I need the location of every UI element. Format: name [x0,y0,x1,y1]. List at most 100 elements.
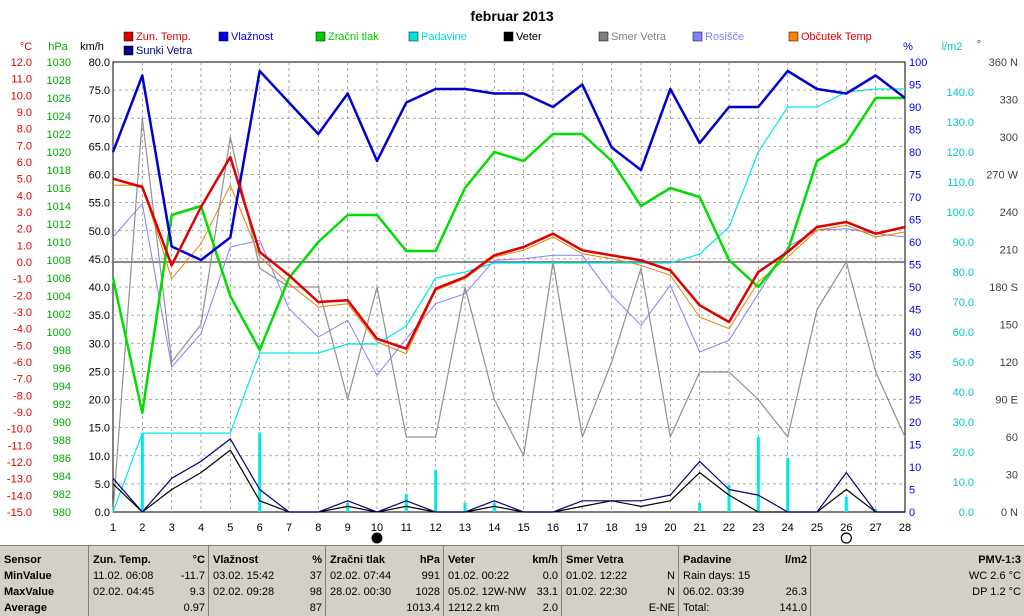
x-tick-label: 17 [576,522,588,534]
humidity-tick-label: 85 [909,125,921,137]
wind-tick-label: 50.0 [89,226,110,238]
pressure-tick-label: 986 [53,453,71,465]
x-tick-label: 3 [169,522,175,534]
stats-cell: DP 1.2 °C [815,586,1021,600]
legend-swatch [123,31,134,42]
humidity-tick-label: 60 [909,237,921,249]
humidity-tick-label: 95 [909,80,921,92]
wind-tick-label: 40.0 [89,282,110,294]
x-tick-label: 25 [811,522,823,534]
stats-cell-value: 98 [309,586,322,598]
temp-tick-label: 9.0 [17,107,32,119]
stats-row-labels: Sensor MinValue MaxValue Average [0,546,88,616]
stats-column-header: Zun. Temp. °C [93,554,205,566]
stats-cell-value: N [667,570,675,582]
stats-column-name: Zun. Temp. [93,554,151,566]
legend-swatch [692,31,703,42]
wind-tick-label: 55.0 [89,198,110,210]
series-line-zun-temp [112,155,906,350]
stats-cell: WC 2.6 °C [815,570,1021,584]
rain-tick-label: 0.0 [959,507,974,519]
pressure-tick-label: 988 [53,435,71,447]
legend-swatch [788,31,799,42]
stats-cell-left: 01.02. 12:22 [566,570,628,582]
stats-panel: Sensor MinValue MaxValue Average Zun. Te… [0,545,1024,616]
wind-tick-label: 75.0 [89,85,110,97]
stats-cell: 01.02. 22:30 N [566,586,675,600]
legend-swatch [315,31,326,42]
wind-tick-label: 10.0 [89,451,110,463]
temp-axis-unit: °C [20,41,32,53]
stats-cell-value: E-NE [648,602,675,614]
humidity-tick-label: 35 [909,350,921,362]
stats-cell: E-NE [566,602,675,616]
humidity-tick-label: 55 [909,260,921,272]
x-tick-label: 16 [547,522,559,534]
pressure-tick-label: 1002 [47,309,71,321]
temp-tick-label: 6.0 [17,157,32,169]
legend-label: Vlažnost [231,31,273,43]
x-tick-label: 26 [840,522,852,534]
wind-tick-label: 35.0 [89,310,110,322]
series-line-veter [112,449,905,513]
humidity-tick-label: 25 [909,395,921,407]
x-tick-label: 23 [752,522,764,534]
stats-cell-left: WC 2.6 °C [968,570,1021,582]
stats-cell-value: 141.0 [779,602,807,614]
pressure-tick-label: 1014 [47,201,71,213]
stats-column-name: Zračni tlak [330,554,386,566]
series-line-padavine [112,88,905,513]
pressure-tick-label: 1000 [47,327,71,339]
stats-column-header: Padavine l/m2 [683,554,807,566]
humidity-tick-label: 65 [909,215,921,227]
pressure-tick-label: 1004 [47,291,71,303]
series-line-vlaznost [111,69,906,262]
stats-cell-left: Rain days: 15 [683,570,751,582]
stats-cell-left: 02.02. 07:44 [330,570,392,582]
direction-tick-label: 270 W [986,170,1018,182]
wind-tick-label: 5.0 [95,479,110,491]
temp-tick-label: 5.0 [17,174,32,186]
rain-tick-label: 80.0 [953,267,974,279]
x-tick-label: 27 [870,522,882,534]
full-moon-icon [840,532,852,544]
temp-tick-label: -12.0 [7,457,32,469]
humidity-tick-label: 75 [909,170,921,182]
x-tick-label: 1 [110,522,116,534]
stats-cell: Total: 141.0 [683,602,807,616]
legend-swatch [123,45,134,56]
wind-tick-label: 65.0 [89,141,110,153]
stats-cell: 06.02. 03:39 26.3 [683,586,807,600]
x-tick-label: 19 [635,522,647,534]
pressure-tick-label: 994 [53,381,71,393]
legend-label: Smer Vetra [611,31,667,43]
temp-tick-label: -13.0 [7,474,32,486]
wind-tick-label: 25.0 [89,366,110,378]
stats-column-unit: % [312,554,322,566]
legend-swatch [218,31,229,42]
x-tick-label: 5 [227,522,233,534]
pressure-tick-label: 1020 [47,147,71,159]
wind-axis-unit: km/h [80,41,104,53]
pressure-tick-label: 982 [53,489,71,501]
rain-tick-label: 60.0 [953,327,974,339]
pressure-tick-label: 1010 [47,237,71,249]
stats-cell-value: 87 [309,602,322,614]
stats-column-header: Zračni tlak hPa [330,554,440,566]
legend-swatch [503,31,514,42]
stats-column-unit: °C [192,554,205,566]
stats-cell: 0.97 [93,602,205,616]
pressure-tick-label: 1018 [47,165,71,177]
stats-cell-left: 02.02. 09:28 [213,586,275,598]
x-tick-label: 24 [782,522,794,534]
pressure-tick-label: 998 [53,345,71,357]
rain-tick-label: 110.0 [947,177,974,189]
stats-column-unit: hPa [419,554,440,566]
direction-tick-label: 240 [1000,207,1018,219]
humidity-tick-label: 100 [909,57,927,69]
stats-column-header: Smer Vetra [566,554,675,566]
stats-cell: 02.02. 09:28 98 [213,586,322,600]
stats-cell: 02.02. 07:44 991 [330,570,440,584]
new-moon-icon [371,532,383,544]
x-tick-label: 4 [198,522,204,534]
